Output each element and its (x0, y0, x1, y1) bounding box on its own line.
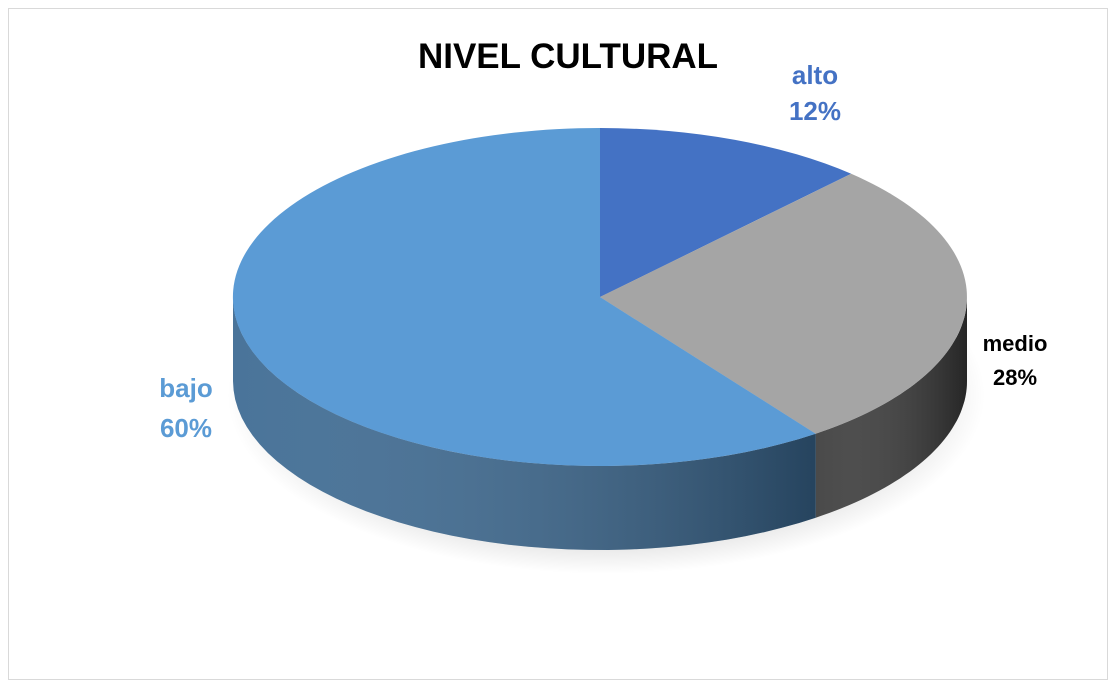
pie-side-shade-medio (815, 297, 967, 518)
chart-title: NIVEL CULTURAL (418, 37, 718, 76)
data-label-medio-category: medio (983, 331, 1048, 356)
data-label-alto-value: 12% (789, 96, 841, 126)
pie-slice-alto (600, 128, 852, 297)
pie-layer (227, 128, 985, 574)
pie-slice-medio (600, 173, 967, 434)
data-label-bajo-category: bajo (159, 373, 212, 403)
data-label-alto-category: alto (792, 60, 838, 90)
data-label-bajo-value: 60% (160, 413, 212, 443)
data-labels: alto 12% medio 28% bajo 60% (159, 60, 1047, 443)
pie-slice-bajo (232, 128, 816, 466)
data-label-medio-value: 28% (993, 365, 1037, 390)
pie-side-shade-bajo (233, 297, 816, 550)
